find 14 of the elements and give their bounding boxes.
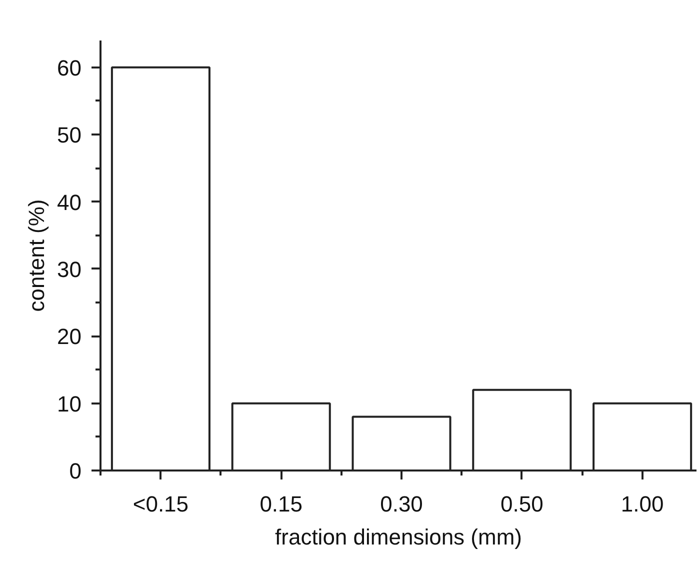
y-tick-label: 20: [57, 324, 82, 350]
x-tick-label: <0.15: [132, 492, 189, 516]
y-tick-label: 30: [57, 256, 82, 282]
x-tick-label: 0.50: [500, 492, 544, 516]
x-tick-label: 1.00: [620, 492, 664, 516]
y-axis-title: content (%): [24, 199, 50, 312]
x-axis-title: fraction dimensions (mm): [275, 524, 522, 550]
y-tick-label: 10: [57, 391, 82, 416]
y-tick-label: 40: [57, 190, 82, 215]
x-tick-label: 0.15: [260, 492, 303, 516]
y-tick-label: 50: [57, 122, 82, 148]
y-tick-label: 0: [69, 458, 82, 484]
x-tick-label: 0.30: [380, 492, 423, 516]
y-tick-label: 60: [57, 55, 82, 80]
